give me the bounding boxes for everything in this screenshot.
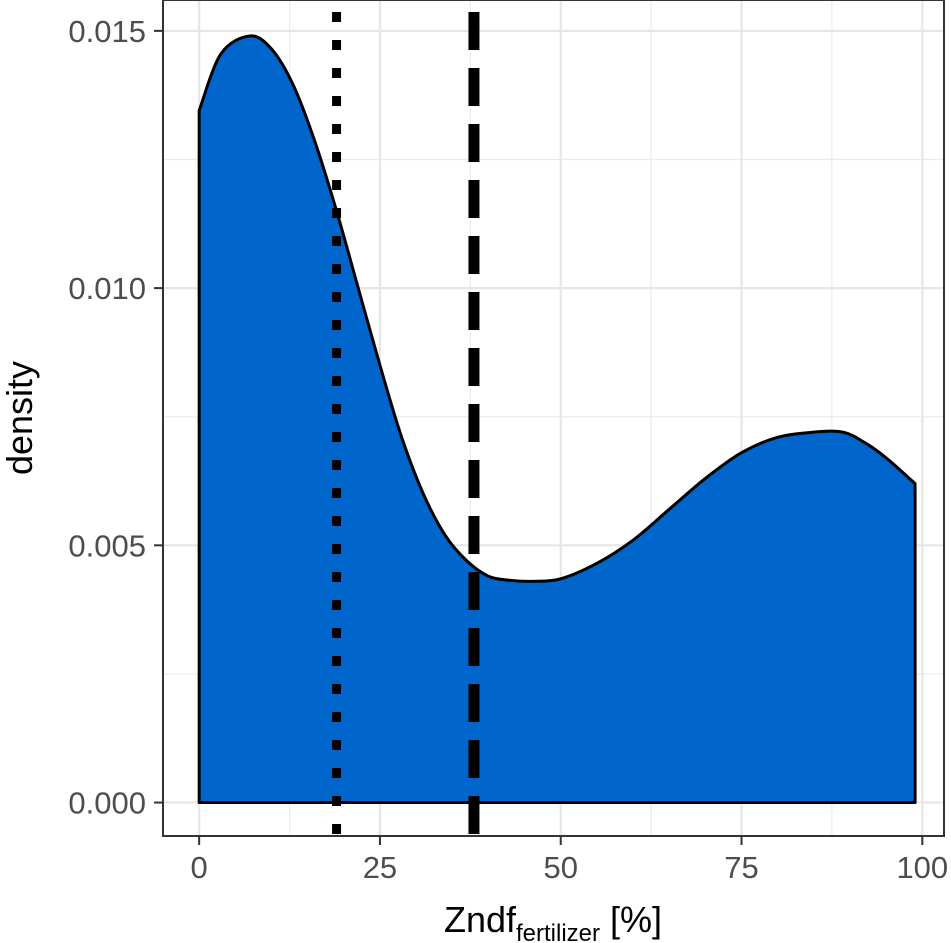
x-axis-title-subscript: fertilizer — [516, 920, 600, 943]
x-tick-label: 50 — [543, 850, 577, 885]
density-area — [197, 34, 917, 805]
y-tick-label: 0.015 — [68, 14, 146, 49]
y-tick-label: 0.000 — [68, 786, 146, 821]
y-axis-title: density — [0, 361, 40, 475]
x-axis-title-unit: [%] — [600, 899, 662, 940]
x-tick-label: 25 — [363, 850, 397, 885]
plot-panel-border — [162, 0, 945, 837]
y-tick-label: 0.005 — [68, 528, 146, 563]
x-tick-label: 0 — [191, 850, 208, 885]
x-tick-label: 100 — [896, 850, 948, 885]
x-axis-title-main: Zndf — [444, 899, 517, 940]
x-axis-title: Zndffertilizer [%] — [444, 899, 662, 943]
x-axis-ticks: 0 25 50 75 100 — [191, 836, 948, 885]
reference-lines — [332, 12, 480, 836]
x-tick-label: 75 — [724, 850, 758, 885]
y-axis-ticks: 0.000 0.005 0.010 0.015 — [68, 14, 163, 821]
y-tick-label: 0.010 — [68, 271, 146, 306]
